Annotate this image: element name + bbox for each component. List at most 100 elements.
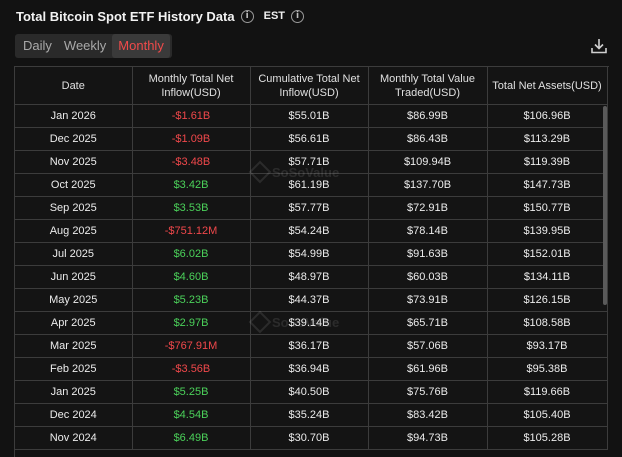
table-row: Aug 2025 -$751.12M $54.24B $78.14B $139.95B: [15, 219, 608, 243]
info-icon[interactable]: i: [240, 9, 254, 23]
table-row: Sep 2025 $3.53B $57.77B $72.91B $150.77B: [15, 196, 608, 220]
cell-net-inflow: -$3.48B: [132, 150, 251, 174]
page-header: Total Bitcoin Spot ETF History Data i ES…: [16, 7, 305, 25]
cell-net-assets: $108.58B: [487, 311, 608, 335]
cell-net-assets: $113.29B: [487, 127, 608, 151]
column-header-value-traded[interactable]: Monthly Total Value Traded(USD): [368, 67, 488, 105]
cell-net-inflow: $5.25B: [132, 380, 251, 404]
page-title: Total Bitcoin Spot ETF History Data: [16, 8, 235, 24]
table-row: Mar 2025 -$767.91M $36.17B $57.06B $93.17B: [15, 334, 608, 358]
cell-date: Mar 2025: [15, 334, 133, 358]
cell-net-inflow: $3.42B: [132, 173, 251, 197]
cell-date: Apr 2025: [15, 311, 133, 335]
column-header-net-inflow[interactable]: Monthly Total Net Inflow(USD): [132, 67, 251, 105]
cell-cumulative: $36.94B: [250, 357, 369, 381]
cell-value-traded: $60.03B: [368, 265, 488, 289]
cell-net-inflow: -$767.91M: [132, 334, 251, 358]
cell-value-traded: $109.94B: [368, 150, 488, 174]
cell-value-traded: $91.63B: [368, 242, 488, 266]
cell-net-assets: $119.66B: [487, 380, 608, 404]
table-scrollbar[interactable]: [603, 106, 607, 305]
period-tabs: Daily Weekly Monthly: [15, 34, 172, 58]
etf-history-table: Date Monthly Total Net Inflow(USD) Cumul…: [14, 66, 609, 457]
cell-net-assets: $105.40B: [487, 403, 608, 427]
cell-value-traded: $65.71B: [368, 311, 488, 335]
cell-value-traded: $73.91B: [368, 288, 488, 312]
cell-net-inflow: $6.49B: [132, 426, 251, 450]
table-row: Apr 2025 $2.97B $39.14B $65.71B $108.58B: [15, 311, 608, 335]
cell-net-assets: $139.95B: [487, 219, 608, 243]
cell-date: Dec 2025: [15, 127, 133, 151]
cell-value-traded: $86.99B: [368, 104, 488, 128]
cell-net-assets: $126.15B: [487, 288, 608, 312]
table-row: Nov 2024 $6.49B $30.70B $94.73B $105.28B: [15, 426, 608, 450]
cell-date: Oct 2025: [15, 173, 133, 197]
table-row: Jan 2025 $5.25B $40.50B $75.76B $119.66B: [15, 380, 608, 404]
cell-net-inflow: -$1.61B: [132, 104, 251, 128]
cell-net-inflow: $4.60B: [132, 265, 251, 289]
cell-value-traded: $94.73B: [368, 426, 488, 450]
cell-date: Dec 2024: [15, 403, 133, 427]
cell-net-assets: $147.73B: [487, 173, 608, 197]
cell-value-traded: $57.06B: [368, 334, 488, 358]
cell-net-inflow: -$3.56B: [132, 357, 251, 381]
table-row: Oct 2025 $3.42B $61.19B $137.70B $147.73B: [15, 173, 608, 197]
cell-cumulative: $57.71B: [250, 150, 369, 174]
cell-net-assets: $150.77B: [487, 196, 608, 220]
table-row: Jun 2025 $4.60B $48.97B $60.03B $134.11B: [15, 265, 608, 289]
cell-date: Aug 2025: [15, 219, 133, 243]
cell-value-traded: $75.76B: [368, 380, 488, 404]
cell-value-traded: $78.14B: [368, 219, 488, 243]
cell-value-traded: $72.91B: [368, 196, 488, 220]
tab-weekly[interactable]: Weekly: [63, 38, 107, 53]
cell-net-assets: $105.28B: [487, 426, 608, 450]
cell-cumulative: $56.61B: [250, 127, 369, 151]
cell-value-traded: $83.42B: [368, 403, 488, 427]
cell-net-assets: $95.38B: [487, 357, 608, 381]
table-row: Jul 2025 $6.02B $54.99B $91.63B $152.01B: [15, 242, 608, 266]
cell-date: Jan 2025: [15, 380, 133, 404]
cell-value-traded: $86.43B: [368, 127, 488, 151]
cell-cumulative: $44.37B: [250, 288, 369, 312]
cell-cumulative: $39.14B: [250, 311, 369, 335]
cell-net-inflow: -$751.12M: [132, 219, 251, 243]
cell-date: Feb 2025: [15, 357, 133, 381]
column-header-net-assets[interactable]: Total Net Assets(USD): [487, 67, 608, 105]
table-row: Feb 2025 -$3.56B $36.94B $61.96B $95.38B: [15, 357, 608, 381]
cell-date: Jun 2025: [15, 265, 133, 289]
cell-net-assets: $152.01B: [487, 242, 608, 266]
cell-value-traded: $137.70B: [368, 173, 488, 197]
cell-cumulative: $61.19B: [250, 173, 369, 197]
cell-net-inflow: -$1.09B: [132, 127, 251, 151]
cell-date: Sep 2025: [15, 196, 133, 220]
cell-date: Nov 2024: [15, 426, 133, 450]
tab-daily[interactable]: Daily: [23, 38, 52, 53]
cell-cumulative: $55.01B: [250, 104, 369, 128]
table-row: Nov 2025 -$3.48B $57.71B $109.94B $119.39B: [15, 150, 608, 174]
cell-net-inflow: $2.97B: [132, 311, 251, 335]
info-icon[interactable]: i: [291, 9, 305, 23]
cell-date: Jan 2026: [15, 104, 133, 128]
cell-net-assets: $119.39B: [487, 150, 608, 174]
cell-date: May 2025: [15, 288, 133, 312]
column-header-cumulative[interactable]: Cumulative Total Net Inflow(USD): [250, 67, 369, 105]
cell-cumulative: $54.24B: [250, 219, 369, 243]
cell-net-inflow: $6.02B: [132, 242, 251, 266]
cell-cumulative: $40.50B: [250, 380, 369, 404]
download-icon[interactable]: [590, 37, 608, 55]
table-row: Jan 2026 -$1.61B $55.01B $86.99B $106.96B: [15, 104, 608, 128]
column-header-date[interactable]: Date: [15, 67, 133, 105]
cell-cumulative: $30.70B: [250, 426, 369, 450]
table-row: May 2025 $5.23B $44.37B $73.91B $126.15B: [15, 288, 608, 312]
cell-net-inflow: $4.54B: [132, 403, 251, 427]
cell-cumulative: $48.97B: [250, 265, 369, 289]
tab-monthly[interactable]: Monthly: [112, 34, 170, 58]
table-body: Jan 2026 -$1.61B $55.01B $86.99B $106.96B De…: [15, 104, 608, 450]
cell-date: Jul 2025: [15, 242, 133, 266]
cell-net-inflow: $3.53B: [132, 196, 251, 220]
cell-net-assets: $134.11B: [487, 265, 608, 289]
table-row: Dec 2024 $4.54B $35.24B $83.42B $105.40B: [15, 403, 608, 427]
cell-net-inflow: $5.23B: [132, 288, 251, 312]
cell-value-traded: $61.96B: [368, 357, 488, 381]
table-header-row: Date Monthly Total Net Inflow(USD) Cumul…: [15, 67, 608, 105]
